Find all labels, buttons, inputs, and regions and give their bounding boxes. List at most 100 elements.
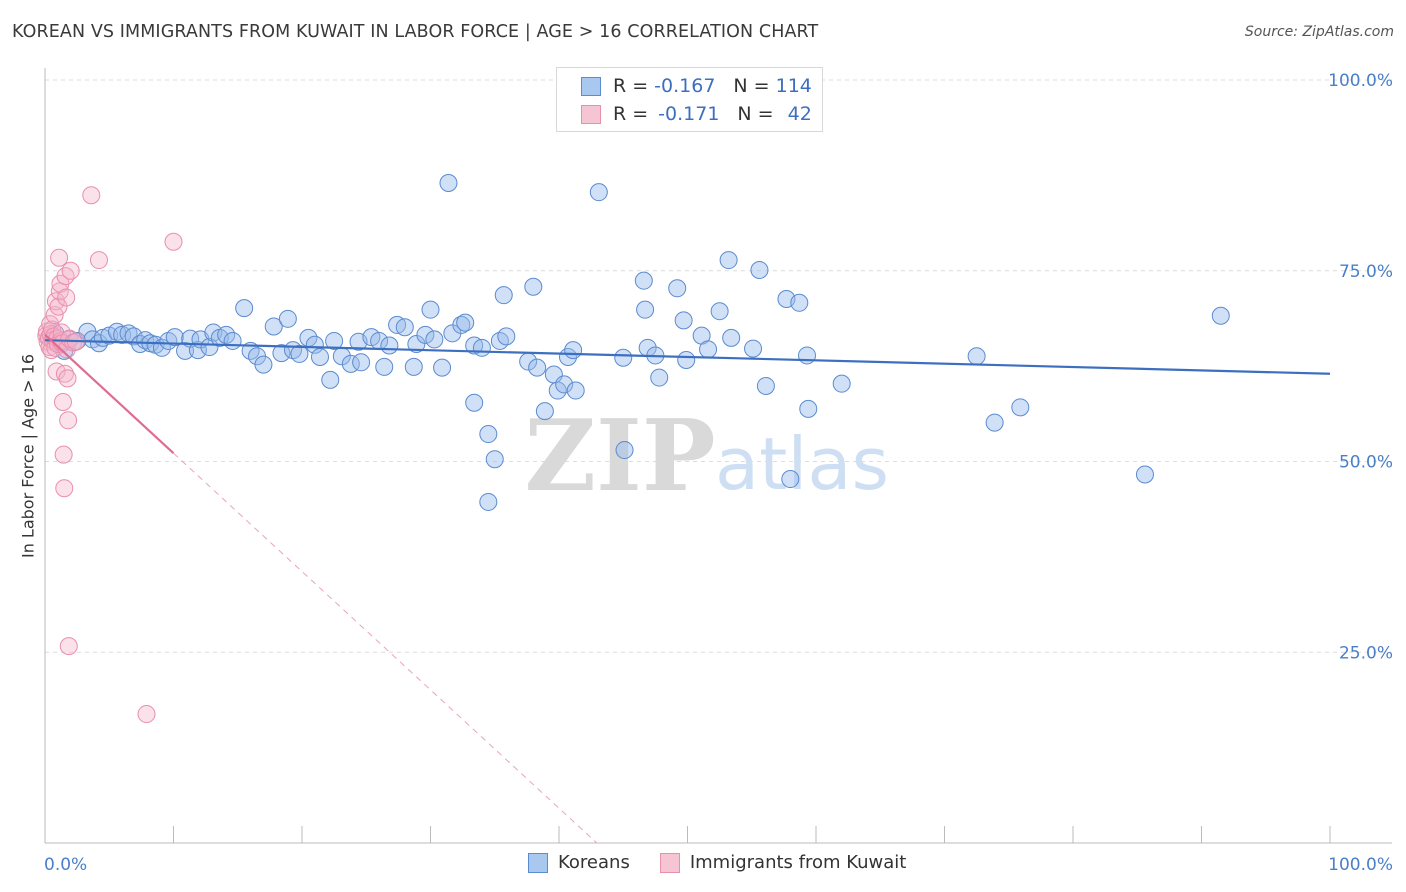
kuwait-n-value: 42 [787,103,812,125]
korean-point [380,336,399,355]
korean-point [494,286,513,305]
kuwait-legend-label: Immigrants from Kuwait [689,852,907,873]
korean-point [490,331,509,350]
kuwait-swatch [581,104,601,124]
y-tick-label: 25.0% [1339,643,1393,663]
korean-point [433,358,452,377]
koreans-trend-line [44,339,1331,375]
korean-point [124,327,143,346]
korean-point [1135,465,1154,484]
kuwait-point [56,267,75,286]
korean-point [235,299,254,318]
kuwait-point [55,479,74,498]
korean-point [699,340,718,359]
kuwait-trend-extension [173,452,598,844]
koreans-legend-swatch [528,852,548,873]
korean-point [321,370,340,389]
korean-point [564,341,583,360]
kuwait-points [37,186,183,724]
korean-point [200,338,219,357]
korean-point [325,331,344,350]
korean-point [1211,306,1230,325]
y-tick-label: 100.0% [1328,71,1393,91]
korean-point [278,309,297,328]
korean-point [254,355,273,374]
korean-point [1011,398,1030,417]
kuwait-point [89,251,108,270]
kuwait-n-label: N = [737,103,774,125]
tick-labels: 100.0% 75.0% 50.0% 25.0% 0.0% 100.0% [44,71,1393,875]
source-label: Source: ZipAtlas.com [1244,24,1394,40]
korean-point [528,358,547,377]
korean-point [798,346,817,365]
y-tick-label: 75.0% [1339,262,1393,282]
korean-point [465,393,484,412]
korean-point [832,374,851,393]
legend-item-koreans[interactable]: Koreans [528,852,630,873]
korean-point [485,450,504,469]
series-legend: Koreans Immigrants from Kuwait [528,852,936,873]
korean-point [404,357,423,376]
kuwait-point [137,705,156,724]
koreans-points [46,174,1230,511]
korean-point [781,470,800,489]
korean-point [416,325,435,344]
kuwait-point [53,392,72,411]
gridlines [45,79,1392,653]
korean-point [566,381,585,400]
kuwait-r-label: R = [613,103,649,125]
korean-point [722,328,741,347]
korean-point [790,293,809,312]
korean-point [439,174,458,193]
kuwait-point [82,186,101,205]
korean-point [524,277,543,296]
legend-row-kuwait: R = -0.171 N = 42 [581,102,812,126]
korean-point [719,251,738,270]
korean-point [650,368,669,387]
kuwait-point [46,292,65,311]
koreans-r-label: R = [613,75,649,97]
watermark-atlas: atlas [715,422,889,506]
kuwait-legend-swatch [659,852,680,873]
korean-point [668,279,687,298]
korean-point [497,327,516,346]
koreans-legend-label: Koreans [558,852,630,873]
korean-point [136,331,155,350]
y-tick-label: 50.0% [1339,453,1393,473]
kuwait-point [45,306,64,325]
legend-item-kuwait[interactable]: Immigrants from Kuwait [659,852,907,873]
korean-point [756,376,775,395]
korean-point [425,330,444,349]
korean-point [264,317,283,336]
korean-point [750,260,769,279]
korean-point [967,347,986,366]
korean-point [614,348,633,367]
x-tick-label-min: 0.0% [44,855,87,875]
axes [44,68,1392,844]
korean-point [395,318,414,337]
koreans-n-label: N = [733,75,770,97]
korean-point [421,300,440,319]
chart-title: KOREAN VS IMMIGRANTS FROM KUWAIT IN LABO… [12,22,819,42]
legend-row-koreans: R = -0.167 N = 114 [581,74,812,98]
korean-point [107,322,126,341]
korean-point [113,325,132,344]
korean-point [223,331,242,350]
kuwait-trend-line [44,334,175,454]
korean-point [472,338,491,357]
kuwait-point [59,637,78,656]
kuwait-r-value: -0.171 [658,103,720,125]
korean-point [799,399,818,418]
kuwait-point [164,232,183,251]
korean-point [710,302,729,321]
trend-lines [44,334,1331,844]
korean-point [407,334,426,353]
kuwait-point [54,445,73,464]
korean-point [674,311,693,330]
korean-point [479,425,498,444]
korean-point [165,328,184,347]
korean-point [310,347,329,366]
korean-point [677,351,696,370]
korean-point [615,441,634,460]
